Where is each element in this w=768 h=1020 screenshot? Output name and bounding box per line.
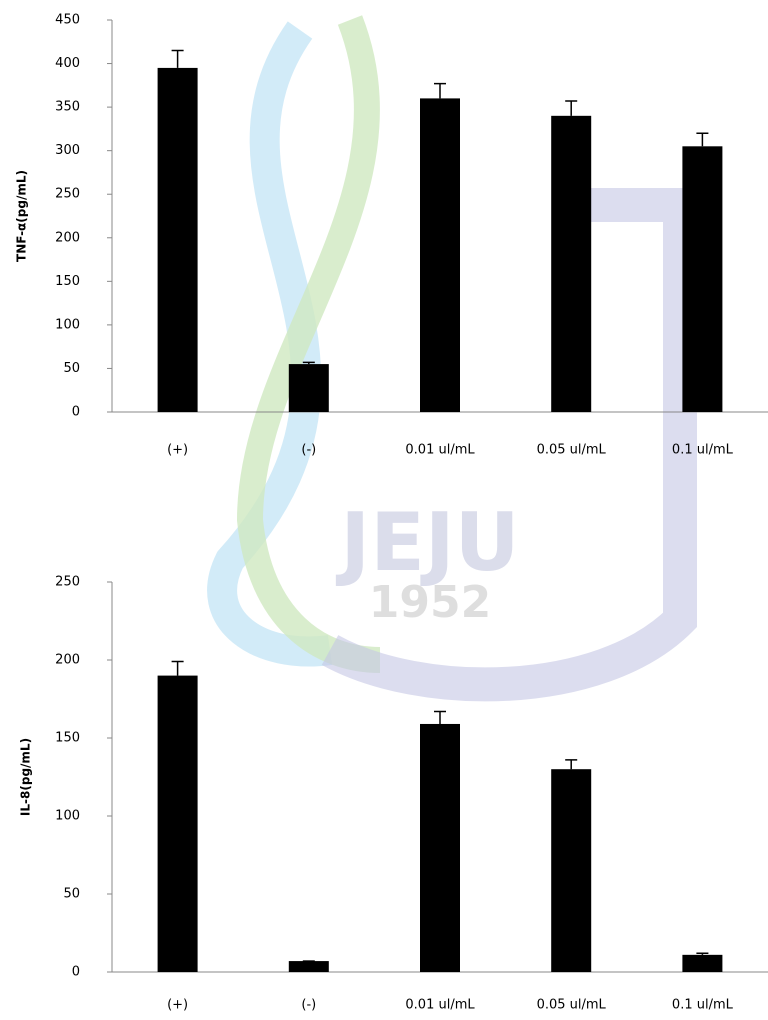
y-tick-label: 350	[55, 100, 80, 115]
bar	[551, 769, 592, 972]
x-tick-label: 0.05 ul/mL	[537, 443, 607, 458]
bar	[551, 115, 592, 413]
y-tick-label: 250	[55, 187, 80, 202]
y-tick-label: 200	[55, 230, 80, 245]
bar	[157, 675, 198, 972]
bar	[288, 364, 329, 412]
y-tick-label: 0	[72, 405, 80, 420]
y-tick-label: 250	[55, 575, 80, 590]
y-tick-label: 300	[55, 143, 80, 158]
y-tick-label: 50	[63, 887, 80, 902]
x-tick-label: (-)	[301, 998, 316, 1013]
bar	[682, 954, 723, 972]
y-tick-label: 400	[55, 56, 80, 71]
y-axis-label: IL-8(pg/mL)	[19, 738, 33, 816]
watermark: JEJU 1952	[207, 15, 697, 702]
x-tick-label: (-)	[301, 443, 316, 458]
x-tick-label: 0.1 ul/mL	[672, 443, 734, 458]
error-bar	[171, 660, 184, 676]
y-tick-label: 0	[72, 965, 80, 980]
y-tick-label: 100	[55, 317, 80, 332]
x-tick-label: 0.01 ul/mL	[405, 443, 475, 458]
error-bar	[696, 952, 709, 955]
watermark-year: 1952	[369, 577, 491, 628]
x-tick-label: (+)	[167, 443, 188, 458]
y-tick-label: 150	[55, 274, 80, 289]
error-bar	[565, 759, 578, 770]
watermark-swirl	[321, 188, 697, 702]
error-bar	[302, 361, 315, 365]
error-bar	[696, 132, 709, 147]
error-bar	[434, 82, 446, 99]
bar	[682, 146, 723, 413]
x-tick-label: 0.1 ul/mL	[672, 998, 734, 1013]
x-tick-label: 0.05 ul/mL	[537, 998, 607, 1013]
bar	[420, 98, 460, 413]
watermark-text: JEJU	[335, 496, 519, 589]
bar	[288, 961, 329, 972]
y-axis-label: TNF-α(pg/mL)	[15, 170, 29, 262]
bar	[157, 67, 198, 413]
bar	[420, 723, 460, 972]
y-tick-label: 200	[55, 653, 80, 668]
y-tick-label: 50	[63, 361, 80, 376]
y-tick-label: 150	[55, 731, 80, 746]
error-bar	[171, 49, 184, 68]
error-bar	[565, 100, 578, 116]
x-tick-label: 0.01 ul/mL	[405, 998, 475, 1013]
x-tick-label: (+)	[167, 998, 188, 1013]
watermark-swirl	[207, 21, 333, 667]
error-bar	[434, 710, 446, 724]
y-tick-label: 450	[55, 13, 80, 28]
watermark-swirl	[236, 15, 381, 673]
y-tick-label: 100	[55, 809, 80, 824]
